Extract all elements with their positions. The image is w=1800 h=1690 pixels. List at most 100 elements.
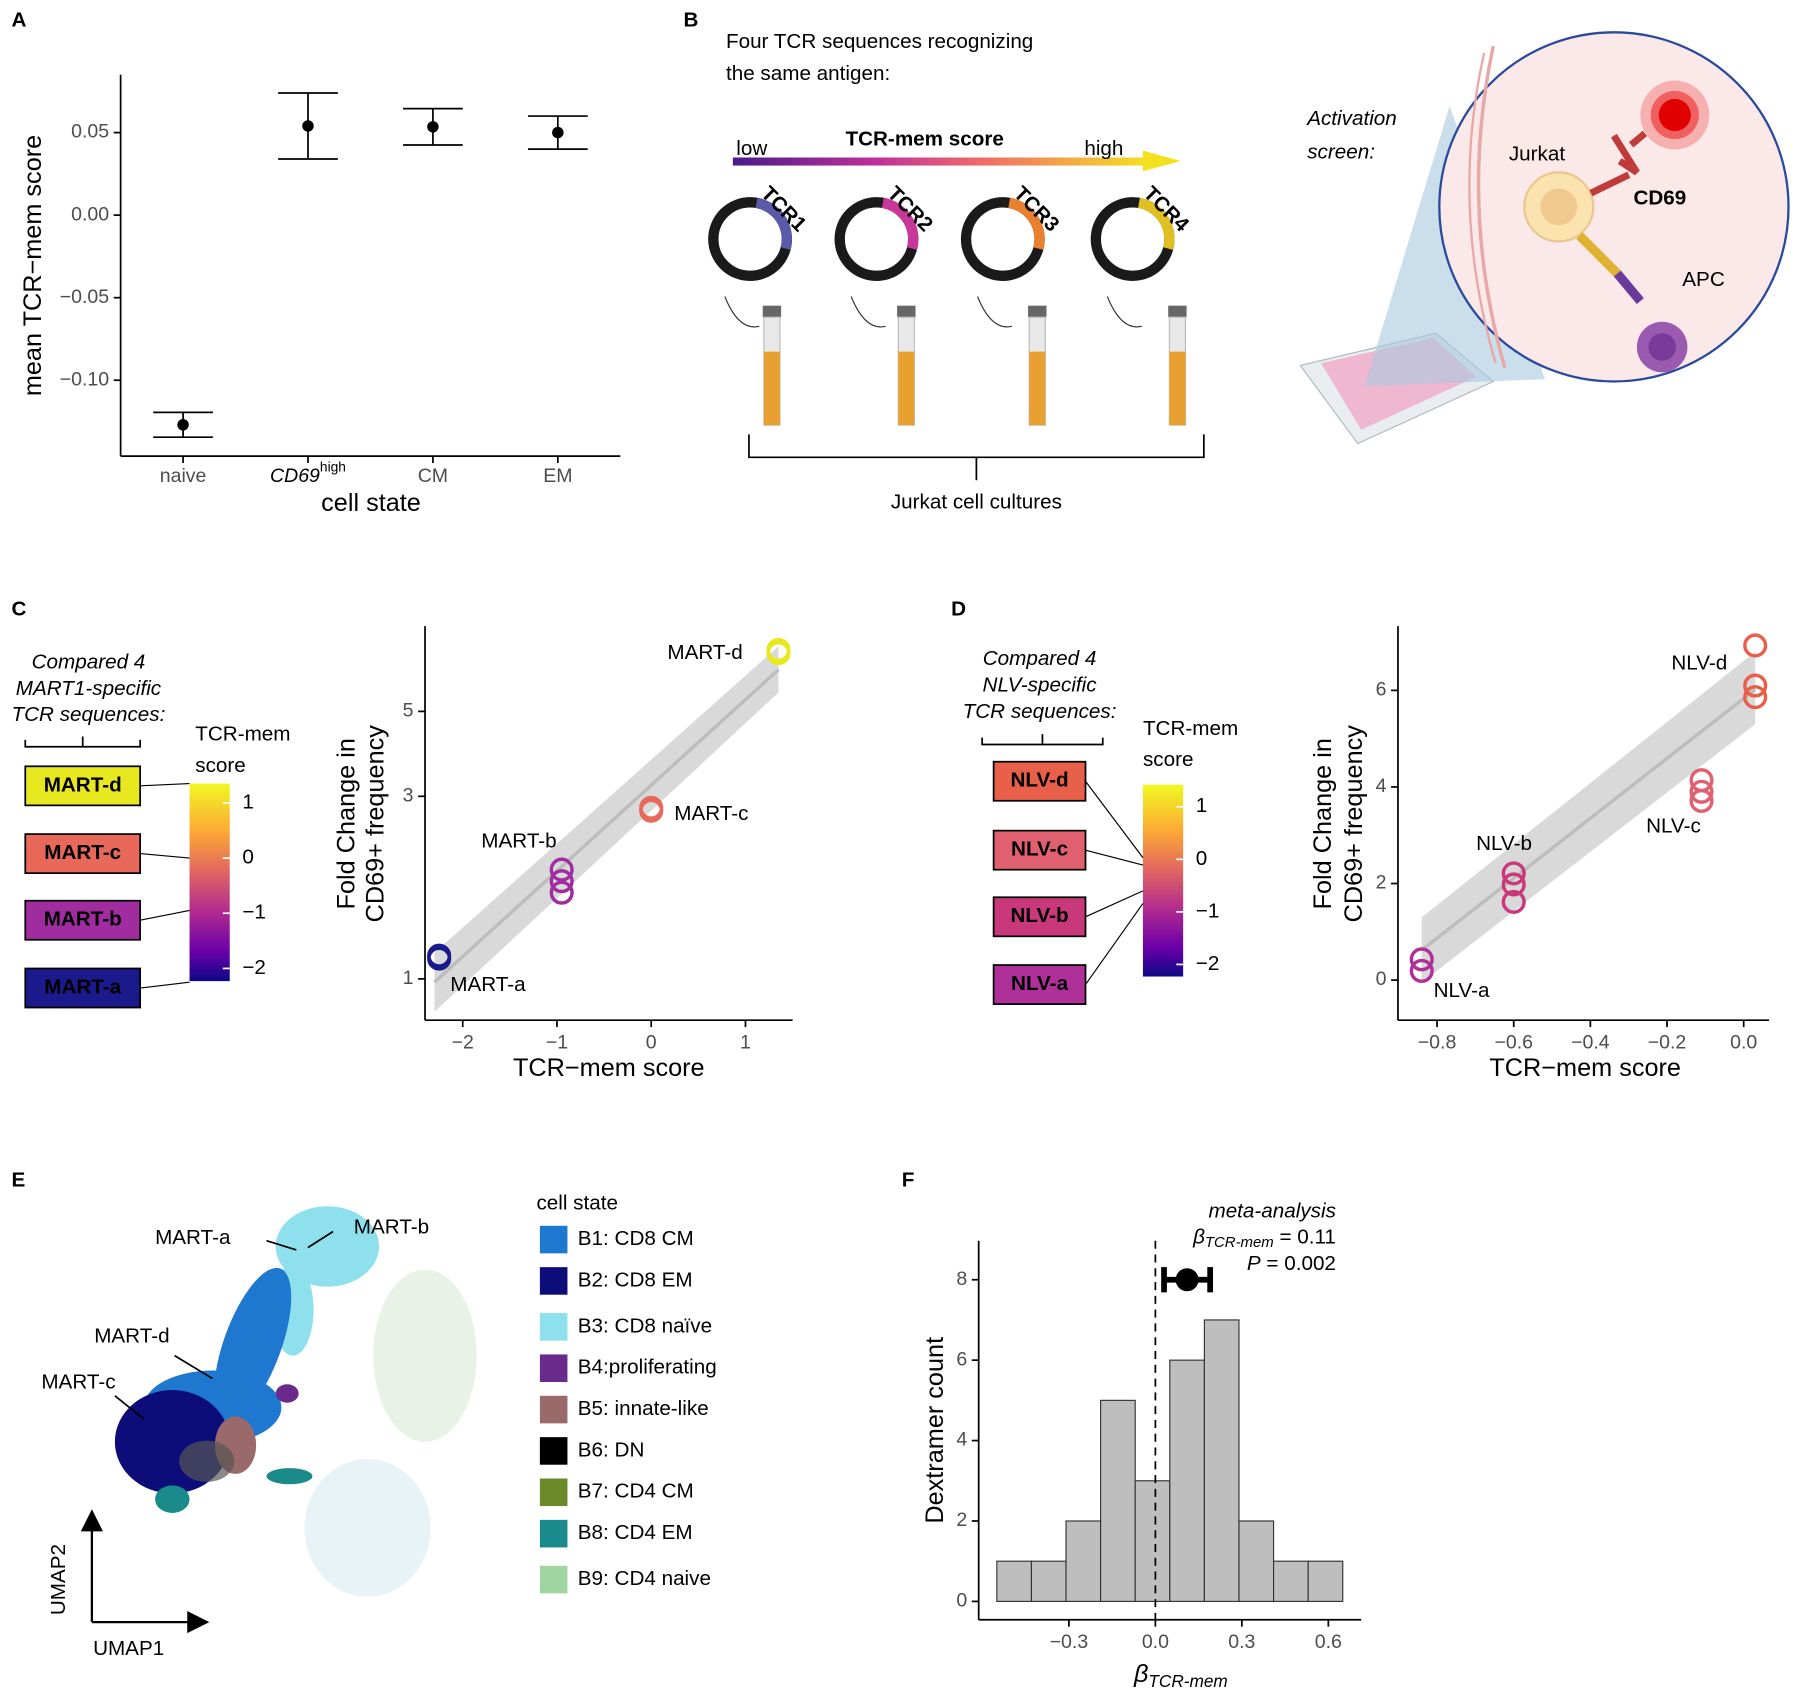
legend-entry: B8: CD4 EM [578, 1521, 693, 1544]
umap-axes [80, 1509, 210, 1634]
membrane [1476, 45, 1507, 369]
x-tick-label: −0.4 [1571, 1031, 1610, 1053]
legend-swatch [539, 1519, 568, 1548]
colorbar-tick-label: −1 [242, 901, 266, 924]
legend-header: TCR sequences: [963, 700, 1117, 723]
y-tick-label: 2 [956, 1509, 967, 1531]
colorbar-tick-label: 0 [1196, 847, 1208, 870]
y-axis-title: Dextramer count [921, 1337, 949, 1524]
connector [1085, 780, 1144, 859]
umap-x-label: UMAP1 [93, 1637, 164, 1660]
annotation: P = 0.002 [1247, 1252, 1336, 1275]
point [1743, 685, 1768, 710]
estimate [1175, 1268, 1199, 1292]
point [427, 946, 452, 971]
cluster-label: MART-b [354, 1216, 429, 1239]
gradient-arrow [732, 157, 1147, 166]
x-axis-title: TCR−mem score [513, 1054, 705, 1082]
point-label: MART-d [667, 641, 742, 664]
umap [80, 1206, 477, 1634]
annotation: meta-analysis [1208, 1199, 1335, 1222]
bar [1203, 1319, 1240, 1602]
panel-label: A [11, 8, 26, 31]
connector [140, 782, 190, 787]
legend-swatch [539, 1313, 568, 1341]
brace [24, 736, 142, 748]
nucleus [1540, 188, 1578, 226]
fit-line [1420, 688, 1757, 952]
point [1743, 633, 1768, 658]
point [552, 126, 564, 139]
cd4em-blob [155, 1485, 190, 1513]
tube-cap [1028, 305, 1047, 318]
colorbar-tick-label: 1 [1196, 794, 1208, 817]
legend-header: Compared 4 [983, 647, 1097, 670]
y-tick-label: 6 [956, 1348, 967, 1370]
transfer-arrow [724, 296, 760, 328]
legend-swatch [539, 1225, 568, 1254]
y-axis-title: Fold Change in [1309, 738, 1337, 909]
prolif-blob [275, 1384, 299, 1403]
legend-entry: B1: CD8 CM [578, 1227, 694, 1250]
x-tick-label: naive [160, 465, 207, 487]
tcr [1576, 232, 1623, 280]
panel-title: the same antigen: [726, 62, 890, 85]
connector [140, 909, 190, 921]
connector [140, 853, 190, 859]
cd4em-blob [266, 1468, 313, 1485]
legend-header: NLV-specific [983, 673, 1098, 696]
panel-title: Four TCR sequences recognizing [726, 30, 1033, 53]
tube-cap [1168, 305, 1187, 318]
superscript: high [320, 459, 346, 474]
panel-label: C [11, 598, 26, 621]
y-axis-title: CD69+ frequency [1340, 725, 1368, 923]
cluster-label: MART-a [155, 1226, 231, 1249]
legend-box-label: NLV-c [1011, 838, 1068, 861]
point [549, 869, 574, 894]
gradient-title: TCR-mem score [845, 128, 1003, 151]
point-label: MART-c [674, 802, 748, 825]
legend-box [992, 829, 1087, 871]
bar [1169, 1359, 1205, 1602]
y-tick-label: −0.05 [60, 286, 110, 308]
y-axis-title: Fold Change in [333, 738, 361, 909]
zoom-circle [1438, 31, 1790, 383]
screen-label: screen: [1307, 140, 1375, 163]
x-tick-label: 0.0 [1730, 1031, 1757, 1053]
bar [1238, 1520, 1275, 1602]
x-tick-label: CD69high [270, 459, 346, 487]
panel-label: B [683, 8, 698, 31]
panel-label: E [11, 1168, 25, 1191]
legend-header: TCR sequences: [12, 703, 166, 726]
x-tick-label: EM [543, 465, 572, 487]
point [1501, 889, 1526, 914]
legend-entry: B6: DN [578, 1438, 645, 1461]
category: naive [160, 465, 207, 487]
legend-box-label: MART-b [44, 908, 122, 931]
cell-label: Jurkat [1509, 143, 1566, 166]
colorbar-tick-label: 0 [242, 846, 254, 869]
legend-swatch [539, 1437, 568, 1465]
bar [996, 1560, 1033, 1602]
culture [763, 351, 780, 426]
y-tick-label: 1 [403, 967, 414, 989]
y-axis-title: mean TCR−mem score [19, 135, 47, 396]
legend-box [992, 964, 1087, 1005]
panel-label: F [902, 1168, 915, 1191]
legend-entry: B2: CD8 EM [578, 1268, 693, 1291]
panel-label: D [951, 598, 966, 621]
legend-box [992, 760, 1087, 802]
gradient-high: high [1084, 137, 1123, 160]
point [766, 641, 791, 666]
value: = 0.002 [1261, 1252, 1336, 1275]
transfer-arrow [850, 296, 886, 328]
x-tick-label: −1 [546, 1031, 568, 1053]
x-axis-title: TCR−mem score [1489, 1054, 1681, 1082]
legend-box-label: NLV-a [1011, 972, 1069, 995]
legend-entry: B4:proliferating [578, 1356, 717, 1379]
point-label: MART-b [481, 830, 556, 853]
category: CM [418, 465, 448, 487]
x-tick-label: CM [418, 465, 448, 487]
point [427, 121, 439, 133]
